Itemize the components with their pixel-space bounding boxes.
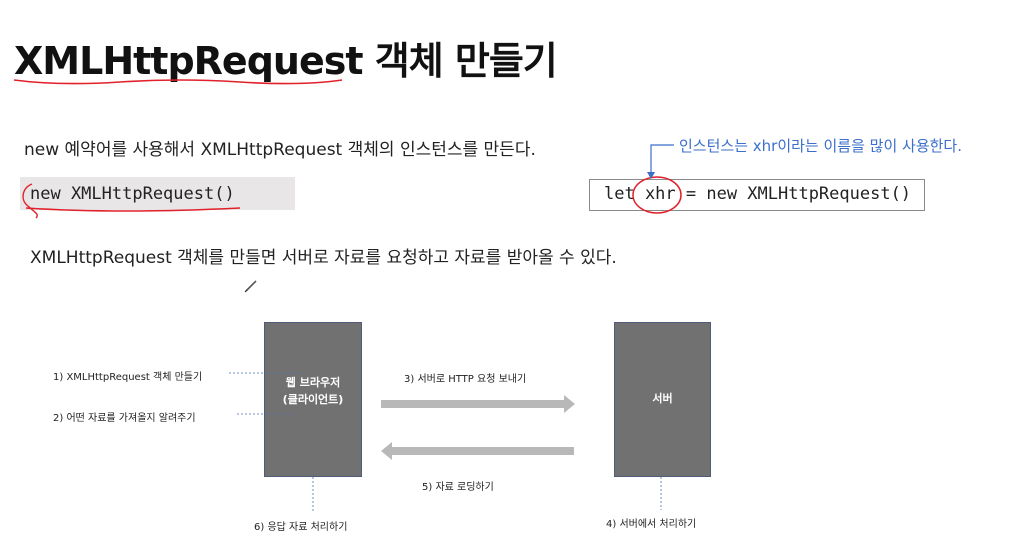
callout-connector-line <box>650 144 674 175</box>
callout-arrowhead <box>647 172 655 179</box>
pencil-icon <box>244 280 257 293</box>
step-6-label: 6) 응답 자료 처리하기 <box>254 522 348 533</box>
request-arrow <box>381 395 575 413</box>
response-arrow <box>381 442 574 460</box>
browser-box <box>264 322 362 477</box>
step-1-label: 1) XMLHttpRequest 객체 만들기 <box>53 372 203 383</box>
page-title: XMLHttpRequest 객체 만들기 <box>14 39 558 83</box>
server-box <box>614 322 711 477</box>
callout-text: 인스턴스는 xhr이라는 이름을 많이 사용한다. <box>679 137 962 155</box>
code-right-text: let xhr = new XMLHttpRequest() <box>604 184 912 204</box>
step-5-label: 5) 자료 로딩하기 <box>422 482 494 493</box>
browser-label-line-2: (클라이언트) <box>282 393 344 406</box>
step-4-label: 4) 서버에서 처리하기 <box>606 519 697 530</box>
description-text-2: XMLHttpRequest 객체를 만들면 서버로 자료를 요청하고 자료를 … <box>30 248 617 268</box>
browser-label: 웹 브라우저 (클라이언트) <box>264 374 362 408</box>
code-left-text: new XMLHttpRequest() <box>30 184 235 204</box>
browser-label-line-1: 웹 브라우저 <box>285 376 341 389</box>
code-block-left <box>20 177 295 210</box>
description-text-1: new 예약어를 사용해서 XMLHttpRequest 객체의 인스턴스를 만… <box>24 140 536 160</box>
step-3-label: 3) 서버로 HTTP 요청 보내기 <box>404 374 527 385</box>
step-2-label: 2) 어떤 자료를 가져올지 알려주기 <box>53 413 196 424</box>
server-label: 서버 <box>652 392 673 405</box>
